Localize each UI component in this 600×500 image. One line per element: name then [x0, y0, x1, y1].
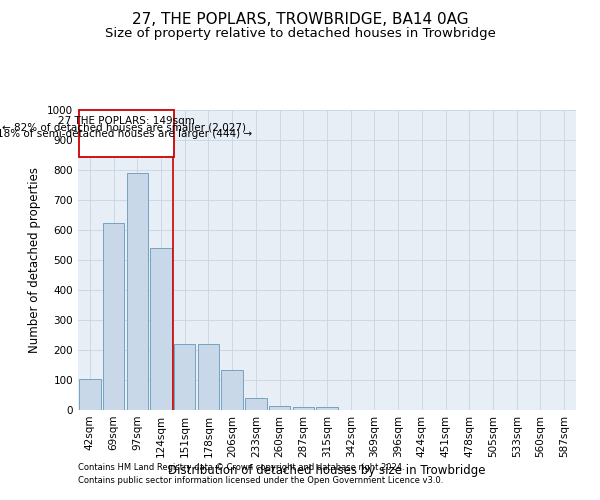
- Text: 18% of semi-detached houses are larger (444) →: 18% of semi-detached houses are larger (…: [0, 129, 252, 139]
- X-axis label: Distribution of detached houses by size in Trowbridge: Distribution of detached houses by size …: [168, 464, 486, 477]
- Bar: [174, 344, 196, 410]
- Bar: [198, 344, 219, 410]
- Text: 27, THE POPLARS, TROWBRIDGE, BA14 0AG: 27, THE POPLARS, TROWBRIDGE, BA14 0AG: [131, 12, 469, 28]
- Bar: [269, 406, 290, 410]
- Bar: [127, 173, 148, 410]
- FancyBboxPatch shape: [79, 110, 174, 156]
- Text: Size of property relative to detached houses in Trowbridge: Size of property relative to detached ho…: [104, 28, 496, 40]
- Bar: [103, 224, 124, 410]
- Bar: [245, 398, 266, 410]
- Bar: [151, 248, 172, 410]
- Text: ← 82% of detached houses are smaller (2,027): ← 82% of detached houses are smaller (2,…: [2, 122, 246, 132]
- Bar: [221, 370, 243, 410]
- Text: Contains public sector information licensed under the Open Government Licence v3: Contains public sector information licen…: [78, 476, 443, 485]
- Bar: [293, 407, 314, 410]
- Bar: [79, 378, 101, 410]
- Text: 27 THE POPLARS: 149sqm: 27 THE POPLARS: 149sqm: [58, 116, 195, 126]
- Bar: [316, 407, 338, 410]
- Text: Contains HM Land Registry data © Crown copyright and database right 2024.: Contains HM Land Registry data © Crown c…: [78, 464, 404, 472]
- Y-axis label: Number of detached properties: Number of detached properties: [28, 167, 41, 353]
